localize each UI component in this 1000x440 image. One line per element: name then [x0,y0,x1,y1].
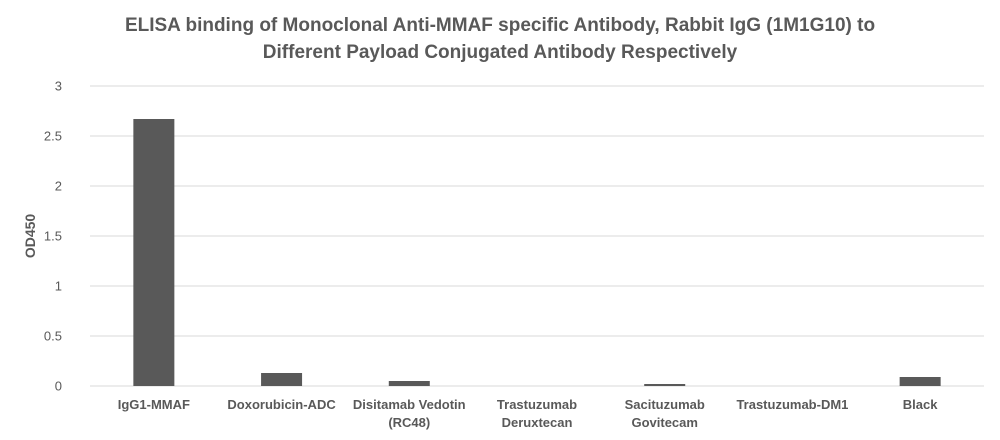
x-tick-label: Govitecam [631,415,697,430]
y-tick-label: 2.5 [44,129,62,144]
y-tick-label: 0 [55,379,62,394]
y-axis-ticks: 0 0.5 1 1.5 2 2.5 3 [44,79,62,394]
bar [644,384,686,386]
x-tick-label: Black [903,397,938,412]
chart-title-line-1: ELISA binding of Monoclonal Anti-MMAF sp… [124,15,876,36]
bar [388,381,430,386]
x-tick-label: IgG1-MMAF [118,397,190,412]
chart-title-line-2: Different Payload Conjugated Antibody Re… [262,42,738,63]
x-tick-label: Doxorubicin-ADC [227,397,336,412]
y-axis-label: OD450 [22,214,38,259]
x-tick-label: Deruxtecan [502,415,573,430]
x-axis-labels: IgG1-MMAF Doxorubicin-ADC Disitamab Vedoti… [118,397,939,430]
bar [261,373,303,386]
chart-title: ELISA binding of Monoclonal Anti-MMAF sp… [0,12,1000,66]
x-tick-label: Trastuzumab-DM1 [736,397,848,412]
bar [133,119,175,386]
x-tick-label: (RC48) [388,415,430,430]
y-tick-label: 2 [55,179,62,194]
x-tick-label: Sacituzumab [625,397,705,412]
gridlines [90,85,984,387]
y-tick-label: 3 [55,79,62,94]
x-tick-label: Disitamab Vedotin [353,397,466,412]
y-tick-label: 1.5 [44,229,62,244]
y-tick-label: 1 [55,279,62,294]
bars [133,119,941,386]
x-tick-label: Trastuzumab [497,397,577,412]
y-tick-label: 0.5 [44,329,62,344]
bar [899,377,941,386]
